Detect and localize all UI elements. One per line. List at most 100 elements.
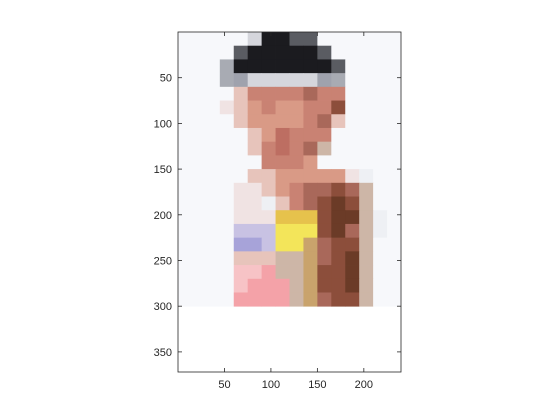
image-cell	[359, 45, 374, 60]
image-cell	[387, 100, 402, 115]
image-pixel-grid	[178, 32, 402, 307]
image-cell	[387, 210, 402, 225]
image-cell	[359, 169, 374, 184]
image-cell	[289, 155, 304, 170]
image-cell	[331, 210, 346, 225]
image-cell	[247, 32, 263, 47]
image-cell	[247, 127, 263, 143]
image-cell	[247, 45, 263, 60]
image-cell	[289, 265, 304, 280]
image-cell	[275, 223, 290, 239]
image-cell	[191, 237, 207, 252]
image-cell	[261, 32, 276, 47]
image-cell	[247, 196, 263, 211]
image-cell	[219, 141, 235, 156]
image-cell	[261, 196, 276, 211]
image-cell	[191, 141, 207, 156]
image-cell	[289, 182, 304, 197]
image-cell	[275, 45, 290, 60]
image-cell	[233, 114, 249, 129]
image-cell	[275, 210, 290, 225]
x-tick-label: 150	[308, 379, 326, 391]
image-cell	[191, 278, 207, 293]
image-cell	[345, 141, 360, 156]
image-cell	[373, 210, 388, 225]
image-cell	[345, 278, 360, 293]
image-cell	[261, 265, 276, 280]
y-tick-label: 100	[154, 118, 172, 130]
x-tick-label: 50	[218, 379, 230, 391]
image-cell	[247, 73, 263, 88]
image-cell	[303, 237, 318, 252]
image-cell	[303, 223, 318, 239]
image-cell	[205, 114, 221, 129]
image-cell	[219, 114, 235, 129]
image-cell	[247, 251, 263, 266]
image-cell	[387, 182, 402, 197]
image-cell	[373, 292, 388, 307]
image-cell	[191, 182, 207, 197]
image-cell	[317, 59, 332, 74]
y-tick-label: 250	[154, 255, 172, 267]
image-cell	[205, 155, 221, 170]
image-cell	[331, 100, 346, 115]
image-cell	[289, 278, 304, 293]
image-cell	[373, 86, 388, 101]
image-cell	[289, 141, 304, 156]
image-cell	[219, 45, 235, 60]
image-cell	[359, 237, 374, 252]
image-cell	[205, 265, 221, 280]
image-cell	[233, 32, 249, 47]
image-cell	[387, 45, 402, 60]
image-cell	[178, 127, 193, 143]
image-cell	[205, 196, 221, 211]
x-axis-ticks: 50 100 150 200	[218, 32, 373, 391]
image-cell	[261, 292, 276, 307]
image-cell	[387, 196, 402, 211]
image-cell	[387, 278, 402, 293]
image-cell	[303, 86, 318, 101]
image-cell	[261, 155, 276, 170]
image-cell	[219, 127, 235, 143]
image-cell	[387, 32, 402, 47]
image-cell	[331, 196, 346, 211]
image-cell	[387, 127, 402, 143]
image-cell	[205, 32, 221, 47]
image-cell	[373, 265, 388, 280]
image-cell	[317, 223, 332, 239]
image-cell	[247, 169, 263, 184]
image-cell	[275, 141, 290, 156]
image-cell	[205, 278, 221, 293]
y-tick-label: 350	[154, 347, 172, 359]
image-cell	[219, 196, 235, 211]
image-cell	[331, 251, 346, 266]
image-cell	[359, 32, 374, 47]
image-cell	[178, 86, 193, 101]
image-cell	[261, 59, 276, 74]
image-cell	[387, 292, 402, 307]
image-cell	[261, 141, 276, 156]
image-cell	[191, 265, 207, 280]
image-cell	[178, 278, 193, 293]
image-cell	[359, 278, 374, 293]
image-cell	[373, 32, 388, 47]
image-cell	[191, 59, 207, 74]
image-cell	[317, 114, 332, 129]
image-cell	[275, 100, 290, 115]
image-cell	[247, 265, 263, 280]
image-cell	[233, 278, 249, 293]
image-cell	[233, 196, 249, 211]
image-cell	[178, 100, 193, 115]
image-cell	[219, 59, 235, 74]
image-cell	[191, 86, 207, 101]
image-cell	[261, 100, 276, 115]
image-cell	[233, 86, 249, 101]
image-cell	[373, 141, 388, 156]
image-cell	[303, 251, 318, 266]
image-cell	[205, 73, 221, 88]
image-cell	[205, 182, 221, 197]
image-cell	[359, 210, 374, 225]
image-cell	[247, 59, 263, 74]
image-cell	[345, 237, 360, 252]
image-cell	[261, 127, 276, 143]
